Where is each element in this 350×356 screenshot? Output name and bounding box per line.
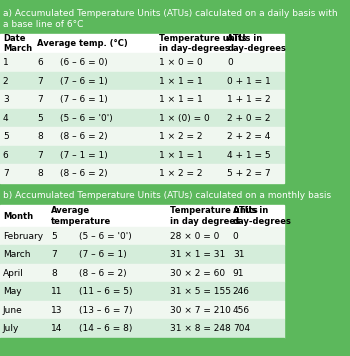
Text: 5 + 2 = 7: 5 + 2 = 7 — [227, 169, 271, 178]
Text: 0: 0 — [227, 58, 233, 67]
Text: 30 × 2 = 60: 30 × 2 = 60 — [170, 268, 225, 278]
Text: 1 + 1 = 2: 1 + 1 = 2 — [227, 95, 271, 104]
Text: 30 × 7 = 210: 30 × 7 = 210 — [170, 305, 231, 315]
Text: 31 × 1 = 31: 31 × 1 = 31 — [170, 250, 226, 259]
Text: June: June — [3, 305, 23, 315]
Text: 11: 11 — [51, 287, 63, 296]
Text: 13: 13 — [51, 305, 63, 315]
Text: 2 + 2 = 4: 2 + 2 = 4 — [227, 132, 271, 141]
Text: 1 × 0 = 0: 1 × 0 = 0 — [159, 58, 203, 67]
Bar — [0, 164, 284, 183]
Text: Month: Month — [3, 211, 33, 221]
Text: February: February — [3, 231, 43, 241]
Text: Temperature units
in day-degrees: Temperature units in day-degrees — [159, 34, 247, 53]
Text: Average
temperature: Average temperature — [51, 206, 111, 226]
Text: ATUs in
day-degrees: ATUs in day-degrees — [227, 34, 286, 53]
Text: 4 + 1 = 5: 4 + 1 = 5 — [227, 151, 271, 160]
Text: 1 × 1 = 1: 1 × 1 = 1 — [159, 95, 203, 104]
Text: 1: 1 — [3, 58, 9, 67]
Text: 5: 5 — [3, 132, 9, 141]
Bar — [0, 4, 284, 34]
Text: 7: 7 — [37, 95, 43, 104]
Bar — [0, 301, 284, 319]
Text: 2: 2 — [3, 77, 8, 86]
Text: 5: 5 — [37, 114, 43, 123]
Bar — [0, 90, 284, 109]
Text: 5: 5 — [51, 231, 57, 241]
Text: (13 – 6 = 7): (13 – 6 = 7) — [79, 305, 133, 315]
Text: 31: 31 — [233, 250, 244, 259]
Text: 1 × 1 = 1: 1 × 1 = 1 — [159, 77, 203, 86]
Text: 6: 6 — [37, 58, 43, 67]
Text: 28 × 0 = 0: 28 × 0 = 0 — [170, 231, 220, 241]
Text: 4: 4 — [3, 114, 8, 123]
Text: Temperature units
in day degrees: Temperature units in day degrees — [170, 206, 258, 226]
Text: b) Accumulated Temperature Units (ATUs) calculated on a monthly basis: b) Accumulated Temperature Units (ATUs) … — [3, 191, 331, 200]
Text: (6 – 6 = 0): (6 – 6 = 0) — [60, 58, 107, 67]
Text: 1 × 2 = 2: 1 × 2 = 2 — [159, 132, 203, 141]
Text: ATUs in
day-degrees: ATUs in day-degrees — [233, 206, 292, 226]
Text: (5 – 6 = '0'): (5 – 6 = '0') — [60, 114, 112, 123]
Text: 31 × 5 = 155: 31 × 5 = 155 — [170, 287, 231, 296]
Text: 7: 7 — [3, 169, 9, 178]
Text: Average temp. (°C): Average temp. (°C) — [37, 39, 128, 48]
Text: Date
March: Date March — [3, 34, 32, 53]
Text: 704: 704 — [233, 324, 250, 333]
Bar — [0, 186, 284, 205]
Bar — [0, 109, 284, 127]
Bar — [0, 34, 284, 53]
Text: (11 – 6 = 5): (11 – 6 = 5) — [79, 287, 133, 296]
Text: 8: 8 — [51, 268, 57, 278]
Text: (7 – 6 = 1): (7 – 6 = 1) — [79, 250, 127, 259]
Bar — [0, 72, 284, 90]
Text: March: March — [3, 250, 30, 259]
Text: 1 × 1 = 1: 1 × 1 = 1 — [159, 151, 203, 160]
Text: (8 – 6 = 2): (8 – 6 = 2) — [60, 132, 107, 141]
Text: 7: 7 — [51, 250, 57, 259]
Text: 8: 8 — [37, 132, 43, 141]
Bar — [0, 264, 284, 282]
Text: (8 – 6 = 2): (8 – 6 = 2) — [60, 169, 107, 178]
Text: 91: 91 — [233, 268, 244, 278]
Text: (7 – 6 = 1): (7 – 6 = 1) — [60, 95, 107, 104]
Bar — [0, 127, 284, 146]
Text: 0 + 1 = 1: 0 + 1 = 1 — [227, 77, 271, 86]
Text: 7: 7 — [37, 151, 43, 160]
Text: 6: 6 — [3, 151, 9, 160]
Bar — [0, 53, 284, 72]
Bar — [0, 146, 284, 164]
Text: July: July — [3, 324, 19, 333]
Text: 246: 246 — [233, 287, 250, 296]
Text: 14: 14 — [51, 324, 63, 333]
Text: (5 – 6 = '0'): (5 – 6 = '0') — [79, 231, 132, 241]
Text: May: May — [3, 287, 21, 296]
Text: 1 × (0) = 0: 1 × (0) = 0 — [159, 114, 210, 123]
Text: 456: 456 — [233, 305, 250, 315]
Text: (7 – 6 = 1): (7 – 6 = 1) — [60, 77, 107, 86]
Bar — [0, 205, 284, 227]
Text: April: April — [3, 268, 24, 278]
Bar — [0, 282, 284, 301]
Text: a) Accumulated Temperature Units (ATUs) calculated on a daily basis with
a base : a) Accumulated Temperature Units (ATUs) … — [3, 9, 337, 29]
Text: 8: 8 — [37, 169, 43, 178]
Text: (14 – 6 = 8): (14 – 6 = 8) — [79, 324, 133, 333]
Bar — [0, 338, 284, 356]
Text: 3: 3 — [3, 95, 9, 104]
Text: 2 + 0 = 2: 2 + 0 = 2 — [227, 114, 271, 123]
Text: 7: 7 — [37, 77, 43, 86]
Bar — [0, 319, 284, 338]
Text: 1 × 2 = 2: 1 × 2 = 2 — [159, 169, 203, 178]
Text: 31 × 8 = 248: 31 × 8 = 248 — [170, 324, 231, 333]
Bar — [0, 245, 284, 264]
Text: 0: 0 — [233, 231, 239, 241]
Text: (7 – 1 = 1): (7 – 1 = 1) — [60, 151, 107, 160]
Bar — [0, 227, 284, 245]
Text: (8 – 6 = 2): (8 – 6 = 2) — [79, 268, 127, 278]
